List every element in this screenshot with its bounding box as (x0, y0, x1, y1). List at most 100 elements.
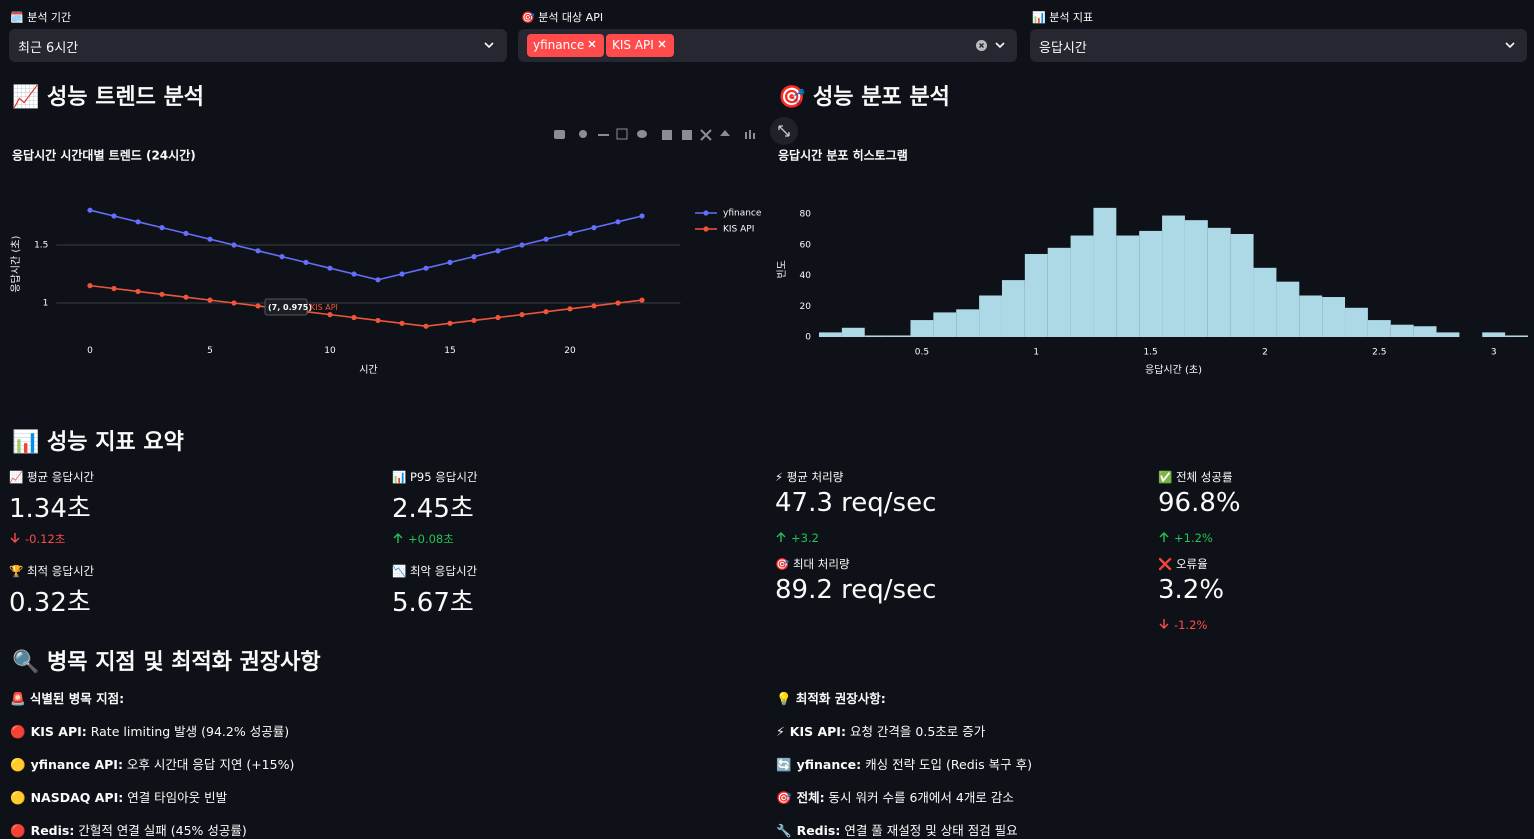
line-marker (639, 213, 645, 219)
metric-value: 0.32초 (9, 588, 91, 618)
line-marker (447, 320, 453, 326)
line-marker (279, 254, 285, 260)
list-heading: 🚨 식별된 병목 지점: (10, 691, 125, 706)
metric-delta: +0.08초 (392, 531, 454, 547)
line-marker (399, 271, 405, 277)
chart-title: 응답시간 분포 히스토그램 (778, 148, 908, 163)
metric-label: ⚡ 평균 처리량 (775, 470, 844, 484)
metric-label: 📈 평균 응답시간 (9, 470, 95, 484)
item-name: KIS API: (30, 724, 87, 739)
histogram-bar (1299, 295, 1323, 337)
metric-delta: +1.2% (1158, 531, 1213, 545)
y-tick-label: 80 (800, 210, 812, 220)
legend-label: yfinance (723, 209, 762, 219)
delta-arrow (393, 533, 403, 543)
fullscreen-button[interactable] (770, 117, 798, 145)
line-marker (519, 312, 525, 318)
histogram-bar (910, 320, 934, 337)
histogram-bar (841, 327, 865, 337)
list-item: ⚡ KIS API: 요청 간격을 0.5초로 증가 (776, 721, 985, 740)
metric-delta-text: +1.2% (1174, 531, 1213, 545)
select-box[interactable] (1030, 29, 1527, 62)
list-item: 🔴 Redis: 간헐적 연결 실패 (45% 성공률) (10, 820, 247, 839)
histogram-bar (1482, 332, 1506, 337)
histogram-bar (1276, 281, 1300, 337)
metric-value: 89.2 req/sec (775, 575, 937, 605)
delta-arrow (1159, 619, 1169, 629)
item-name: NASDAQ API: (30, 790, 124, 805)
histogram-bar (1345, 307, 1368, 337)
line-marker (567, 306, 573, 312)
item-text: 간헐적 연결 실패 (45% 성공률) (74, 823, 247, 838)
tag-remove[interactable] (584, 39, 598, 49)
x-tick-label: 5 (207, 346, 213, 356)
item-icon: 🟡 (10, 757, 26, 772)
tag-remove[interactable] (654, 39, 668, 49)
histogram-bar (864, 335, 888, 337)
chevron (484, 42, 494, 49)
line-marker (615, 300, 621, 306)
x-tick-label: 0 (87, 346, 93, 356)
y-tick-label: 1 (43, 299, 49, 309)
x-tick-label: 1 (1033, 348, 1039, 358)
line-marker (471, 317, 477, 324)
section-heading: 🔍 병목 지점 및 최적화 권장사항 (12, 650, 321, 675)
histogram-bar (1139, 230, 1163, 337)
x-tick-label: 15 (444, 346, 455, 356)
chart-title: 응답시간 시간대별 트렌드 (24시간) (12, 148, 196, 163)
item-text: 연결 풀 재설정 및 상태 점검 필요 (840, 823, 1018, 838)
line-marker (591, 225, 597, 231)
line (89, 209, 643, 281)
metric-delta-text: -0.12초 (25, 532, 66, 546)
line-marker (231, 242, 237, 248)
line-marker (591, 303, 597, 309)
clear-and-chevron[interactable] (975, 39, 1007, 52)
tooltip-box (264, 298, 308, 316)
line-marker (399, 320, 405, 326)
metric-label: 🎯 최대 처리량 (775, 557, 850, 571)
x-tick-label: 10 (324, 346, 336, 356)
modebar[interactable] (554, 128, 755, 141)
tag-text: yfinance (533, 38, 585, 52)
section-heading: 🎯 성능 분포 분석 (778, 85, 950, 110)
x-tick-label: 1.5 (1143, 348, 1157, 358)
line-marker (255, 303, 261, 309)
filter-label: 🗓️ 분석 기간 (10, 11, 72, 24)
line-marker (351, 271, 357, 277)
line-marker (87, 207, 93, 213)
y-tick-label: 60 (800, 240, 812, 250)
tooltip-series: KIS API (310, 303, 338, 312)
metric-value: 96.8% (1158, 488, 1241, 518)
tag-text: KIS API (612, 38, 654, 52)
histogram-bar (956, 309, 980, 337)
histogram-bar (1390, 324, 1414, 337)
tag[interactable]: KIS API (606, 34, 674, 57)
y-tick-label: 20 (800, 302, 812, 312)
x-tick-label: 3 (1491, 348, 1497, 358)
tag[interactable]: yfinance (527, 34, 605, 57)
item-name: 전체: (796, 790, 825, 805)
line (89, 284, 643, 328)
line-marker (447, 259, 453, 266)
line-marker (159, 291, 165, 297)
line-marker (543, 236, 549, 242)
histogram-bar (1184, 220, 1208, 337)
metric-value: 5.67초 (392, 588, 474, 618)
filter-label: 📊 분석 지표 (1032, 11, 1094, 24)
histogram-bar (1047, 247, 1071, 337)
legend-marker (703, 210, 709, 216)
item-name: Redis: (30, 823, 75, 838)
item-icon: ⚡ (776, 724, 785, 739)
filter-label: 🎯 분석 대상 API (521, 11, 604, 24)
item-name: yfinance: (796, 757, 862, 772)
line-marker (327, 312, 333, 318)
select-box[interactable] (9, 29, 507, 62)
item-icon: 🎯 (776, 790, 792, 805)
x-tick-label: 0.5 (915, 348, 929, 358)
line-marker (135, 219, 141, 225)
histogram-bar (819, 332, 842, 337)
list-item: 🟡 NASDAQ API: 연결 타임아웃 빈발 (10, 787, 227, 806)
metric-value: 2.45초 (392, 494, 474, 524)
item-name: yfinance API: (30, 757, 123, 772)
